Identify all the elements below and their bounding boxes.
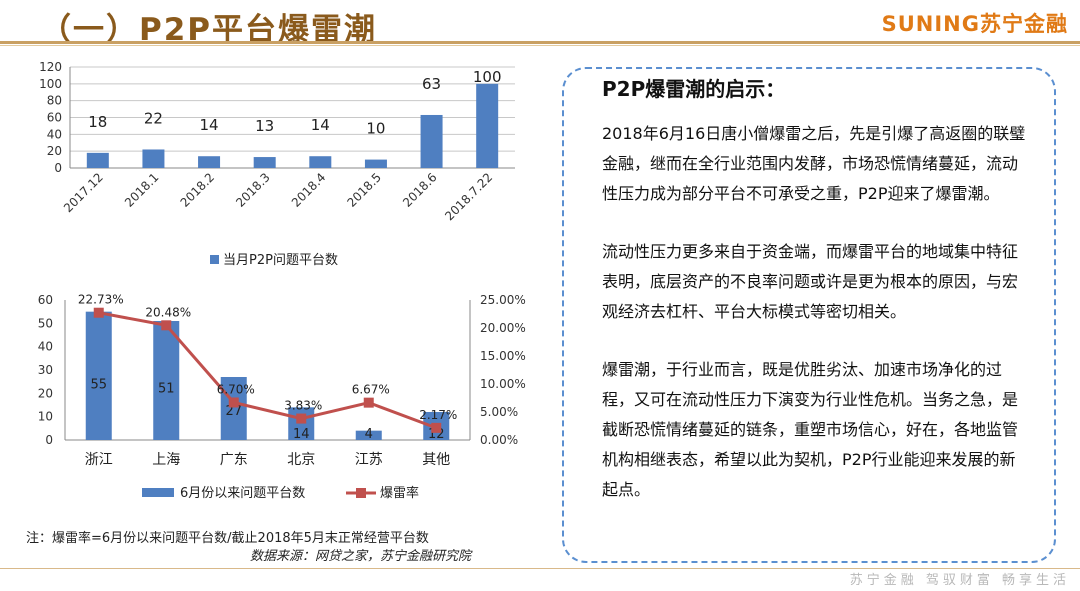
data-label: 100 <box>473 68 502 86</box>
x-tick-label: 2018.4 <box>289 170 329 210</box>
line-series <box>98 311 437 430</box>
legend-swatch <box>210 255 219 264</box>
y-tick-label: 80 <box>47 94 62 108</box>
panel-title: P2P爆雷潮的启示： <box>602 77 786 101</box>
footer-divider <box>0 568 1080 569</box>
insight-panel: P2P爆雷潮的启示： 2018年6月16日唐小僧爆雷之后，先是引爆了高返圈的联璧… <box>562 67 1056 563</box>
bar-data-label: 51 <box>158 381 175 396</box>
legend-label-bars: 6月份以来问题平台数 <box>180 486 305 501</box>
y-tick-label: 20 <box>38 386 53 400</box>
data-source: 数据来源：网贷之家，苏宁金融研究院 <box>250 549 472 564</box>
panel-paragraph-2: 流动性压力更多来自于资金端，而爆雷平台的地域集中特征表明，底层资产的不良率问题或… <box>602 242 1019 321</box>
y-tick-label: 60 <box>38 293 53 307</box>
y2-tick-label: 20.00% <box>480 321 526 335</box>
bar <box>220 377 247 440</box>
y-tick-label: 20 <box>47 144 62 158</box>
y-tick-label: 10 <box>38 410 53 424</box>
x-tick-label: 2018.5 <box>344 170 384 210</box>
panel-paragraph-1: 2018年6月16日唐小僧爆雷之后，先是引爆了高返圈的联璧金融，继而在全行业范围… <box>602 124 1026 203</box>
line-data-label: 2.17% <box>419 408 457 422</box>
x-tick-label: 2018.2 <box>178 170 218 210</box>
data-label: 18 <box>88 113 107 131</box>
panel-paragraph-3: 爆雷潮，于行业而言，既是优胜劣汰、加速市场净化的过程，又可在流动性压力下演变为行… <box>602 360 1019 499</box>
y-tick-label: 100 <box>39 77 62 91</box>
header-divider <box>0 41 1080 44</box>
line-data-label: 6.70% <box>217 382 255 396</box>
brand-logo: SUNING苏宁金融 <box>881 12 1068 36</box>
y2-tick-label: 10.00% <box>480 377 526 391</box>
bar <box>153 321 180 440</box>
line-marker <box>363 397 374 408</box>
line-data-label: 6.67% <box>352 383 390 397</box>
data-label: 63 <box>422 75 441 93</box>
bar <box>420 114 443 168</box>
x-tick-label: 其他 <box>422 452 450 468</box>
y-tick-label: 40 <box>47 127 62 141</box>
x-tick-label: 2018.6 <box>400 170 440 210</box>
x-tick-label: 江苏 <box>355 452 383 468</box>
line-marker <box>228 397 239 408</box>
bar <box>309 156 332 168</box>
y-tick-label: 50 <box>38 316 53 330</box>
y-tick-label: 120 <box>39 60 62 74</box>
bar-data-label: 27 <box>225 404 242 419</box>
bar <box>288 407 315 440</box>
bar-data-label: 4 <box>365 427 373 442</box>
x-tick-label: 2018.3 <box>233 170 273 210</box>
y-tick-label: 0 <box>45 433 53 447</box>
bar <box>355 430 382 440</box>
x-tick-label: 2018.1 <box>122 170 162 210</box>
data-label: 13 <box>255 117 274 135</box>
line-data-label: 22.73% <box>78 293 124 307</box>
x-tick-label: 2018.7.22 <box>442 170 495 223</box>
bar <box>86 152 109 168</box>
y-tick-label: 30 <box>38 363 53 377</box>
legend-marker-line <box>356 488 366 498</box>
line-data-label: 3.83% <box>284 399 322 413</box>
x-tick-label: 广东 <box>220 452 248 468</box>
bar-data-label: 55 <box>90 378 107 393</box>
bar <box>253 157 276 168</box>
y2-tick-label: 15.00% <box>480 349 526 363</box>
legend-label: 当月P2P问题平台数 <box>223 253 338 268</box>
footer-slogan: 苏宁金融 驾驭财富 畅享生活 <box>849 573 1070 588</box>
footnote: 注：爆雷率=6月份以来问题平台数/截止2018年5月末正常经营平台数 <box>26 531 429 546</box>
legend-label-line: 爆雷率 <box>380 485 419 501</box>
line-marker <box>93 307 104 318</box>
y-tick-label: 60 <box>47 111 62 125</box>
header-divider-thin <box>0 45 1080 46</box>
line-data-label: 20.48% <box>145 305 191 319</box>
bar-data-label: 14 <box>293 427 310 442</box>
chart-monthly-problem-platforms: 0 20 40 60 80 100 120 18 2017.12 22 2018.1 14 2018.2… <box>39 60 515 268</box>
line-marker <box>161 320 172 331</box>
y-tick-label: 0 <box>54 161 62 175</box>
chart-regional-problem-platforms: 0 10 20 30 40 50 60 0.00% 5.00% 10.00% 15.00% 20.00… <box>38 293 526 501</box>
y-tick-label: 40 <box>38 340 53 354</box>
data-label: 22 <box>144 109 163 127</box>
x-tick-label: 北京 <box>287 452 315 468</box>
data-label: 14 <box>200 116 219 134</box>
data-label: 10 <box>366 120 385 138</box>
bar <box>476 83 499 168</box>
data-label: 14 <box>311 116 330 134</box>
bar <box>142 149 165 168</box>
y2-tick-label: 25.00% <box>480 293 526 307</box>
line-marker <box>296 413 307 424</box>
x-tick-label: 浙江 <box>85 452 113 468</box>
legend-swatch-bars <box>142 488 174 497</box>
line-marker <box>431 422 442 433</box>
y2-tick-label: 5.00% <box>480 405 518 419</box>
bar <box>364 159 387 168</box>
x-tick-label: 2017.12 <box>61 170 106 215</box>
bar <box>85 311 112 440</box>
y2-tick-label: 0.00% <box>480 433 518 447</box>
bar <box>198 156 221 168</box>
x-tick-label: 上海 <box>152 452 180 468</box>
